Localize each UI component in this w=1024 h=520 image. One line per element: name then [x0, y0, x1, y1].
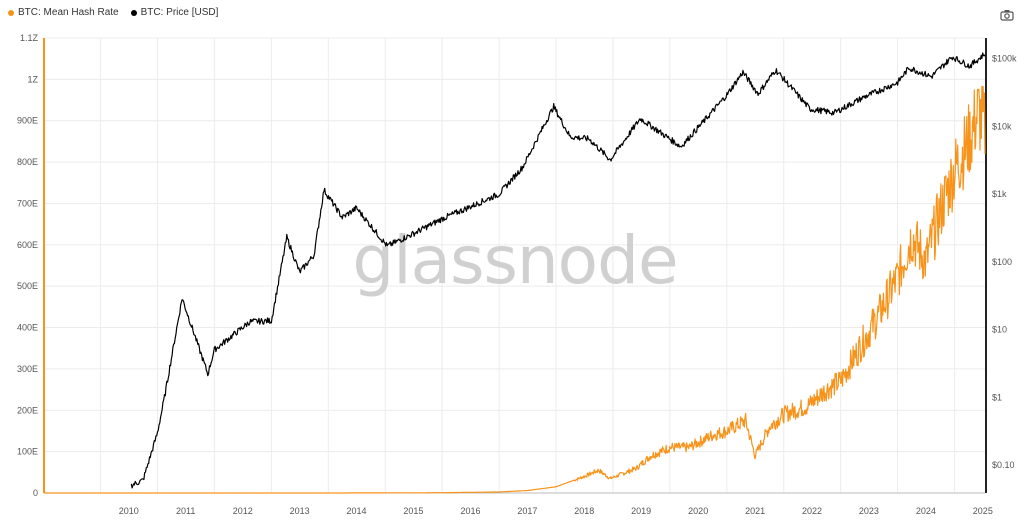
x-tick-label: 2011	[176, 506, 195, 516]
y-right-tick-label: $0.10	[992, 460, 1015, 470]
y-left-tick-label: 300E	[17, 364, 38, 374]
y-right-tick-label: $10k	[992, 121, 1012, 131]
y-right-tick-label: $1k	[992, 189, 1007, 199]
legend-item-price[interactable]: BTC: Price [USD]	[130, 7, 219, 18]
series-line-price	[130, 52, 986, 489]
y-right-tick-label: $1	[992, 392, 1002, 402]
y-left-tick-label: 100E	[17, 447, 38, 457]
x-tick-label: 2018	[574, 506, 594, 516]
series-line-hash-rate	[44, 85, 986, 494]
y-right-tick-label: $100k	[992, 54, 1017, 64]
y-left-tick-label: 500E	[17, 281, 38, 291]
camera-icon[interactable]	[1000, 8, 1014, 21]
x-tick-label: 2023	[859, 506, 879, 516]
legend-label-price: BTC: Price [USD]	[140, 7, 219, 18]
x-tick-label: 2012	[233, 506, 253, 516]
y-left-tick-label: 700E	[17, 198, 38, 208]
x-tick-label: 2015	[403, 506, 423, 516]
x-tick-label: 2025	[973, 506, 993, 516]
y-right-tick-label: $100	[992, 257, 1012, 267]
x-tick-label: 2020	[688, 506, 708, 516]
x-tick-label: 2014	[347, 506, 367, 516]
x-tick-label: 2019	[631, 506, 651, 516]
x-tick-label: 2016	[460, 506, 480, 516]
y-left-tick-label: 800E	[17, 157, 38, 167]
y-left-tick-label: 900E	[17, 116, 38, 126]
x-tick-label: 2022	[802, 506, 822, 516]
x-tick-label: 2024	[916, 506, 936, 516]
y-right-tick-label: $10	[992, 325, 1007, 335]
x-tick-label: 2010	[119, 506, 139, 516]
y-left-tick-label: 1.1Z	[20, 33, 39, 43]
hash-rate-dot-icon	[8, 9, 14, 16]
y-left-tick-label: 400E	[17, 323, 38, 333]
y-left-tick-label: 0	[33, 488, 38, 498]
watermark: glassnode	[352, 222, 677, 299]
y-left-tick-label: 1Z	[27, 74, 38, 84]
x-tick-label: 2021	[745, 506, 765, 516]
y-left-tick-label: 600E	[17, 240, 38, 250]
price-dot-icon	[130, 9, 137, 16]
legend-item-hash-rate[interactable]: BTC: Mean Hash Rate	[8, 7, 119, 18]
chart-legend: BTC: Mean Hash Rate BTC: Price [USD]	[8, 7, 218, 18]
y-left-tick-label: 200E	[17, 405, 38, 415]
legend-label-hash-rate: BTC: Mean Hash Rate	[18, 7, 119, 18]
x-tick-label: 2013	[290, 506, 310, 516]
x-tick-label: 2017	[517, 506, 537, 516]
